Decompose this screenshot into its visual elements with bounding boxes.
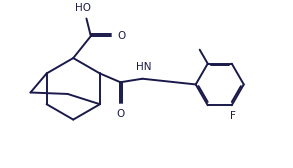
Text: HN: HN [136,62,152,72]
Text: F: F [230,111,236,121]
Text: HO: HO [75,3,91,13]
Text: O: O [118,31,126,41]
Text: O: O [116,109,125,119]
